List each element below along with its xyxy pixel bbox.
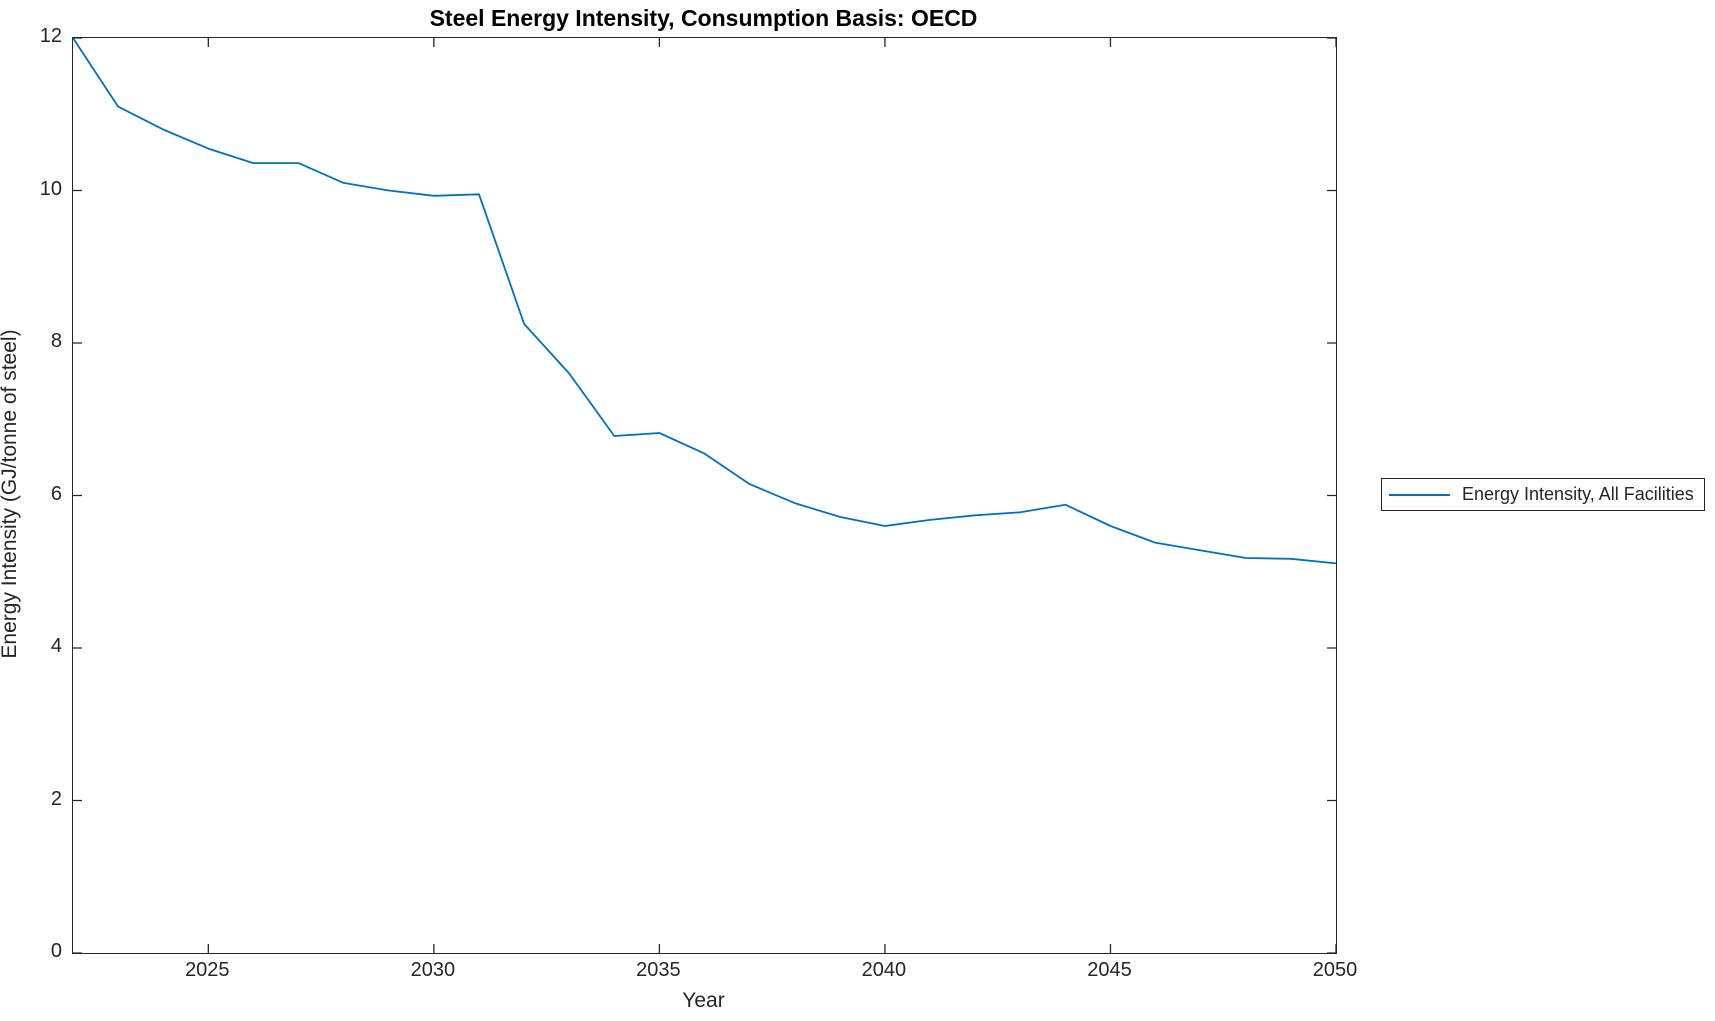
y-tick-label: 4 <box>50 635 62 658</box>
chart-title: Steel Energy Intensity, Consumption Basi… <box>429 5 978 31</box>
x-tick-label: 2035 <box>636 959 681 981</box>
y-tick-label: 12 <box>39 25 62 48</box>
y-axis-label-text: Energy Intensity (GJ/tonne of steel) <box>0 329 21 659</box>
x-axis-tick-labels: 2025 2030 2035 2040 2045 2050 <box>72 959 1357 985</box>
plot-area <box>72 37 1337 954</box>
y-tick-label: 2 <box>50 787 62 810</box>
x-tick-label: 2045 <box>1087 959 1132 981</box>
legend-entry-label: Energy Intensity, All Facilities <box>1462 484 1694 504</box>
legend: Energy Intensity, All Facilities <box>1381 478 1705 511</box>
legend-line-sample <box>1389 493 1450 496</box>
x-tick-label: 2030 <box>410 959 456 981</box>
y-tick-label: 8 <box>50 330 62 353</box>
y-tick-label: 6 <box>50 482 62 505</box>
plot-canvas <box>73 38 1336 953</box>
x-tick-label: 2050 <box>1312 959 1358 981</box>
axis-ticks <box>73 38 1336 953</box>
x-axis-label: Year <box>682 989 725 1012</box>
x-tick-label: 2040 <box>861 959 907 981</box>
y-axis-tick-labels: 0 2 4 6 8 10 12 <box>0 25 62 962</box>
series-line <box>73 38 1336 565</box>
y-tick-label: 0 <box>50 940 62 963</box>
y-tick-label: 10 <box>39 177 62 200</box>
x-tick-label: 2025 <box>185 959 230 981</box>
